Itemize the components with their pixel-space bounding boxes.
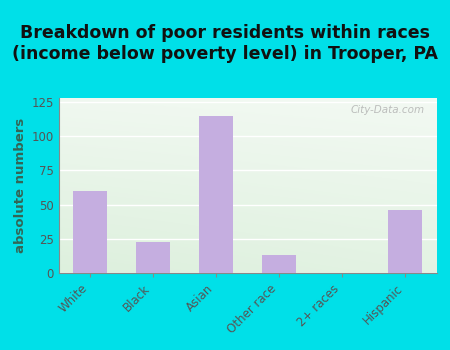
Bar bbox=[262, 255, 297, 273]
Y-axis label: absolute numbers: absolute numbers bbox=[14, 118, 27, 253]
Bar bbox=[73, 191, 108, 273]
Text: Breakdown of poor residents within races
(income below poverty level) in Trooper: Breakdown of poor residents within races… bbox=[12, 25, 438, 63]
Bar bbox=[199, 116, 234, 273]
Bar bbox=[387, 210, 422, 273]
Bar bbox=[136, 241, 171, 273]
Text: City-Data.com: City-Data.com bbox=[351, 105, 425, 115]
